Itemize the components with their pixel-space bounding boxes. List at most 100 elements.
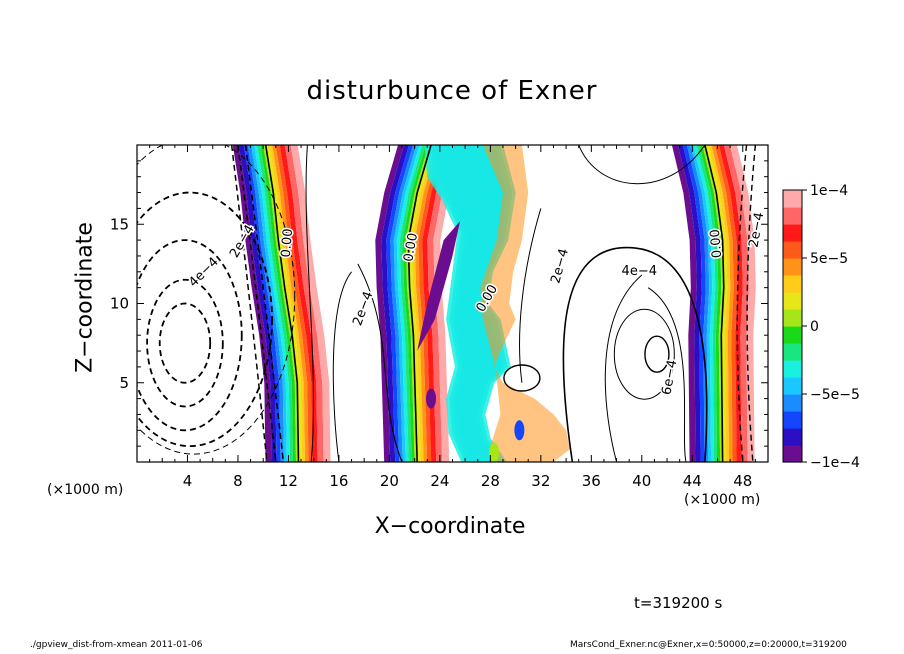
dashed-contour-3 [137, 191, 273, 448]
colorbar-swatch [783, 428, 802, 446]
zero-contour-center [407, 145, 432, 462]
footer-file-info: MarsCond_Exner.nc@Exner,x=0:50000,z=0:20… [570, 640, 847, 650]
colorbar-swatch [783, 411, 802, 429]
band-right-color-2 [682, 145, 706, 462]
x-tick-label: 40 [632, 472, 651, 490]
bottom-blob-2 [489, 442, 500, 462]
x-unit-label-right: (×1000 m) [684, 492, 761, 508]
band-left-color-12 [275, 145, 313, 462]
band-center-color-9 [408, 145, 435, 462]
band-right-color-9 [705, 145, 728, 462]
solid-contour-7 [578, 145, 706, 185]
colorbar-swatch [783, 207, 802, 225]
purple-tongue [417, 221, 461, 352]
colorbar-swatch [783, 224, 802, 242]
band-center-color-11 [414, 145, 441, 462]
dashed-contour-4 [137, 145, 296, 455]
colorbar-swatch [783, 190, 802, 208]
band-center-color-12 [418, 145, 445, 462]
colorbar-swatch [783, 309, 802, 327]
dashed-contour-1 [146, 278, 224, 408]
colorbar-swatch [783, 258, 802, 276]
band-right-color-6 [696, 145, 719, 462]
band-center-color-5 [396, 145, 423, 462]
solid-contour-0 [305, 145, 315, 462]
x-tick-label: 24 [430, 472, 449, 490]
band-right-color-12 [714, 145, 738, 462]
plume-layer-3 [424, 145, 516, 462]
y-axis-ticks: 5 10 15 [110, 144, 768, 463]
zero-contour-left [264, 145, 300, 462]
band-center-color-13 [422, 145, 450, 462]
band-right-color-8 [702, 145, 725, 462]
contour-label: 6e−4 [659, 359, 680, 397]
colorbar-tick-label: 1e−4 [810, 183, 848, 199]
band-right-color-4 [690, 145, 713, 462]
band-right-color-15 [729, 145, 756, 462]
contour-label: 0.00 [279, 228, 296, 258]
dashed-right-0 [736, 145, 748, 462]
colorbar-swatch [783, 394, 802, 412]
dashed-edge-0 [230, 145, 268, 462]
solid-contour-5 [562, 246, 708, 462]
x-tick-label: 28 [481, 472, 500, 490]
band-right-color-5 [693, 145, 716, 462]
band-center-color-6 [399, 145, 426, 462]
band-right-color-10 [708, 145, 731, 462]
x-unit-label-left: (×1000 m) [47, 482, 124, 498]
band-right-color-13 [718, 145, 743, 462]
y-tick-label: 15 [110, 215, 129, 233]
band-right-color-1 [677, 145, 702, 462]
colorbar-swatch [783, 377, 802, 395]
time-label: t=319200 s [634, 594, 723, 612]
dashed-contour-2 [137, 239, 243, 432]
band-left-color-11 [272, 145, 309, 462]
chart-title: disturbunce of Exner [306, 76, 598, 106]
x-tick-label: 36 [582, 472, 601, 490]
band-center-color-3 [390, 145, 417, 462]
colorbar-tick-label: 5e−5 [810, 251, 848, 267]
bottom-blob-1 [514, 420, 525, 441]
band-right-color-7 [699, 145, 722, 462]
band-left-color-1 [238, 145, 277, 462]
solid-contour-2 [357, 263, 403, 462]
contour-label: 4e−4 [622, 264, 657, 279]
band-right-color-0 [671, 145, 697, 462]
x-axis-ticks: 4 8 12 16 20 24 28 32 36 40 44 48 [136, 145, 769, 490]
dashed-contour-0 [158, 302, 212, 384]
colorbar-swatch [783, 445, 802, 463]
footer-command: ./gpview_dist-from-xmean 2011-01-06 [30, 640, 203, 650]
dashed-edge-2 [244, 145, 285, 462]
colorbar: 1e−4 5e−5 0 −5e−5 −1e−4 [782, 183, 860, 471]
band-left-color-14 [284, 145, 324, 462]
y-tick-label: 5 [119, 374, 129, 392]
y-axis-label: Z−coordinate [72, 222, 98, 373]
x-tick-label: 20 [380, 472, 399, 490]
x-tick-label: 32 [531, 472, 550, 490]
band-left-color-0 [232, 145, 272, 462]
band-center-color-2 [386, 145, 413, 462]
contour-label: 0.00 [401, 232, 421, 263]
solid-contour-closed-b [613, 308, 675, 400]
band-center-color-7 [402, 145, 429, 462]
contour-label: 2e−4 [548, 247, 572, 285]
band-left-color-13 [279, 145, 318, 462]
colorbar-swatch [783, 360, 802, 378]
colorbar-swatch [783, 343, 802, 361]
contour-lines [137, 145, 757, 462]
solid-contour-3 [604, 274, 643, 462]
colorbar-swatch [783, 292, 802, 310]
solid-contour-closed-a [503, 364, 541, 392]
band-left-color-3 [247, 145, 284, 462]
solid-contour-4 [647, 287, 687, 462]
band-center-color-10 [411, 145, 438, 462]
dashed-right-1 [746, 145, 757, 462]
colorbar-swatch [783, 275, 802, 293]
band-right-color-3 [686, 145, 710, 462]
colorbar-swatch [783, 326, 802, 344]
x-axis-label: X−coordinate [374, 514, 526, 539]
dashed-edge-1 [237, 145, 277, 462]
shaded-field [232, 145, 756, 462]
y-tick-label: 10 [110, 295, 129, 313]
band-center-color-0 [375, 145, 404, 462]
